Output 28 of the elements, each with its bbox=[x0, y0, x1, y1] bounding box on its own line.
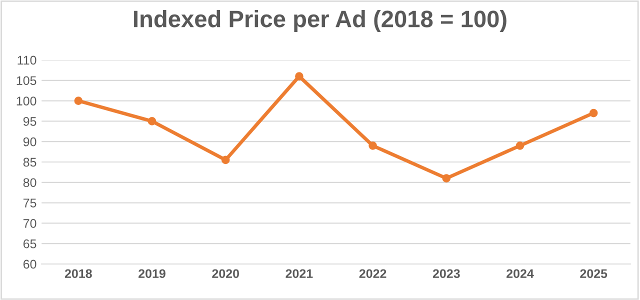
point bbox=[589, 108, 598, 118]
y-tick-label: 110 bbox=[18, 56, 36, 65]
y-tick-label: 80 bbox=[23, 178, 36, 188]
y-tick-label: 75 bbox=[23, 198, 36, 208]
y-tick-label: 60 bbox=[23, 260, 36, 269]
y-tick-label: 100 bbox=[16, 96, 36, 106]
point bbox=[295, 72, 304, 80]
y-tick-label: 65 bbox=[23, 239, 36, 248]
y-tick-label: 90 bbox=[23, 137, 36, 146]
x-tick-label: 2023 bbox=[432, 269, 460, 278]
y-tick-label: 70 bbox=[23, 219, 36, 228]
y-tick-label: 105 bbox=[16, 76, 36, 86]
point bbox=[516, 142, 524, 150]
x-tick-label: 2019 bbox=[138, 269, 166, 278]
x-tick-label: 2018 bbox=[64, 269, 92, 278]
x-tick-label: 2020 bbox=[212, 269, 239, 278]
x-tick-label: 2022 bbox=[359, 269, 386, 278]
point bbox=[368, 142, 377, 150]
chart-title: Indexed Price per Ad (2018 = 100) bbox=[134, 10, 506, 32]
x-tick-label: 2021 bbox=[286, 269, 313, 278]
y-tick-label: 95 bbox=[23, 117, 36, 126]
point bbox=[442, 174, 451, 182]
x-tick-label: 2025 bbox=[580, 269, 608, 278]
x-tick-label: 2024 bbox=[506, 269, 534, 278]
y-tick-label: 85 bbox=[23, 158, 36, 167]
point bbox=[221, 156, 230, 164]
point bbox=[148, 117, 156, 126]
point bbox=[74, 96, 83, 105]
